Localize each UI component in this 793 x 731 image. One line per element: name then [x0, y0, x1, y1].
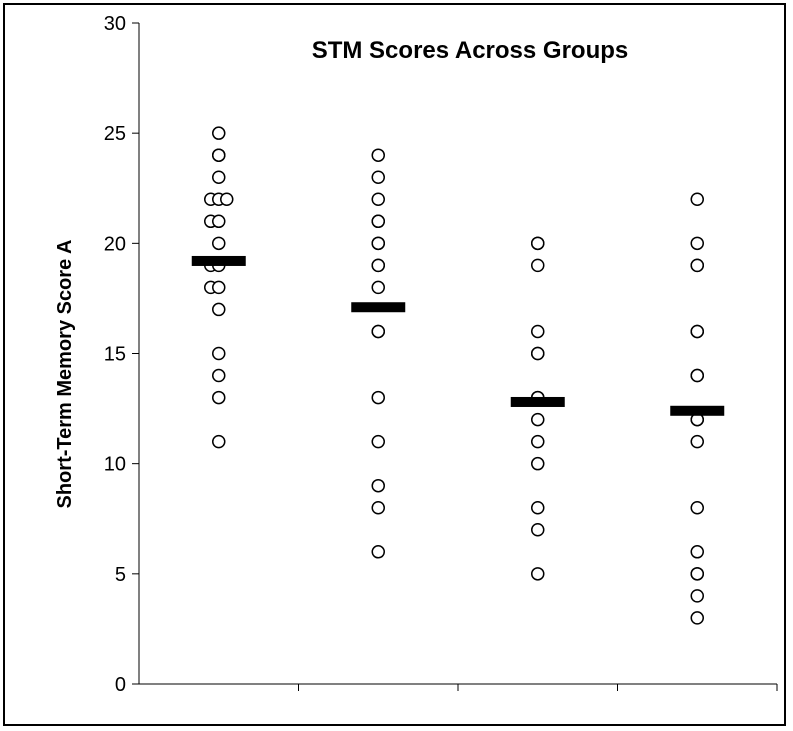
data-point [690, 545, 704, 559]
data-point [212, 346, 226, 361]
y-tick-label-0: 0 [115, 674, 126, 696]
data-point [531, 456, 545, 471]
data-point [371, 280, 385, 295]
data-point [690, 611, 704, 625]
data-point [371, 478, 385, 493]
data-point [690, 500, 704, 515]
data-point [212, 390, 226, 405]
data-point [371, 258, 385, 273]
data-point [531, 412, 545, 427]
y-tick-label-5: 5 [115, 564, 126, 586]
x-ticks [298, 684, 778, 691]
data-point [371, 148, 385, 162]
data-point [371, 500, 385, 515]
data-point [371, 214, 385, 229]
data-point [690, 368, 704, 383]
data-point [531, 346, 545, 361]
data-point [690, 258, 704, 273]
data-point [212, 214, 226, 229]
data-point [531, 500, 545, 515]
data-point [531, 236, 545, 251]
data-point [371, 324, 385, 339]
data-point [371, 236, 385, 251]
data-point [690, 324, 704, 339]
data-point [212, 170, 226, 184]
data-point [371, 434, 385, 449]
data-point [690, 236, 704, 251]
data-point [690, 589, 704, 603]
data-point [371, 192, 385, 207]
group-means [191, 255, 725, 416]
data-point [690, 192, 704, 207]
y-tick-label-25: 25 [104, 123, 126, 145]
data-point [371, 390, 385, 405]
data-point [531, 567, 545, 581]
mean-bar-group-4 [670, 405, 725, 416]
y-tick-label-30: 30 [104, 13, 126, 35]
data-point [690, 434, 704, 449]
data-point [212, 126, 226, 140]
y-axis-label: Short-Term Memory Score A [54, 240, 76, 509]
data-point [531, 523, 545, 537]
data-point [371, 545, 385, 559]
data-point [212, 302, 226, 317]
y-tick-label-15: 15 [104, 344, 126, 366]
data-point [212, 280, 226, 295]
y-tick-label-20: 20 [104, 233, 126, 255]
data-point [531, 258, 545, 273]
data-point [212, 236, 226, 251]
data-point [220, 192, 234, 207]
mean-bar-group-3 [510, 396, 565, 407]
data-point [690, 567, 704, 581]
y-ticks: 0 5 10 15 20 25 30 [104, 13, 139, 696]
data-point [212, 148, 226, 162]
data-point [212, 434, 226, 449]
data-point [371, 170, 385, 184]
y-tick-label-10: 10 [104, 454, 126, 476]
mean-bar-group-2 [351, 302, 406, 313]
data-points [204, 126, 704, 625]
data-point [212, 368, 226, 383]
chart-title: STM Scores Across Groups [312, 37, 629, 64]
data-point [531, 434, 545, 449]
data-point [531, 324, 545, 339]
chart-frame [3, 3, 786, 726]
mean-bar-group-1 [191, 255, 246, 266]
